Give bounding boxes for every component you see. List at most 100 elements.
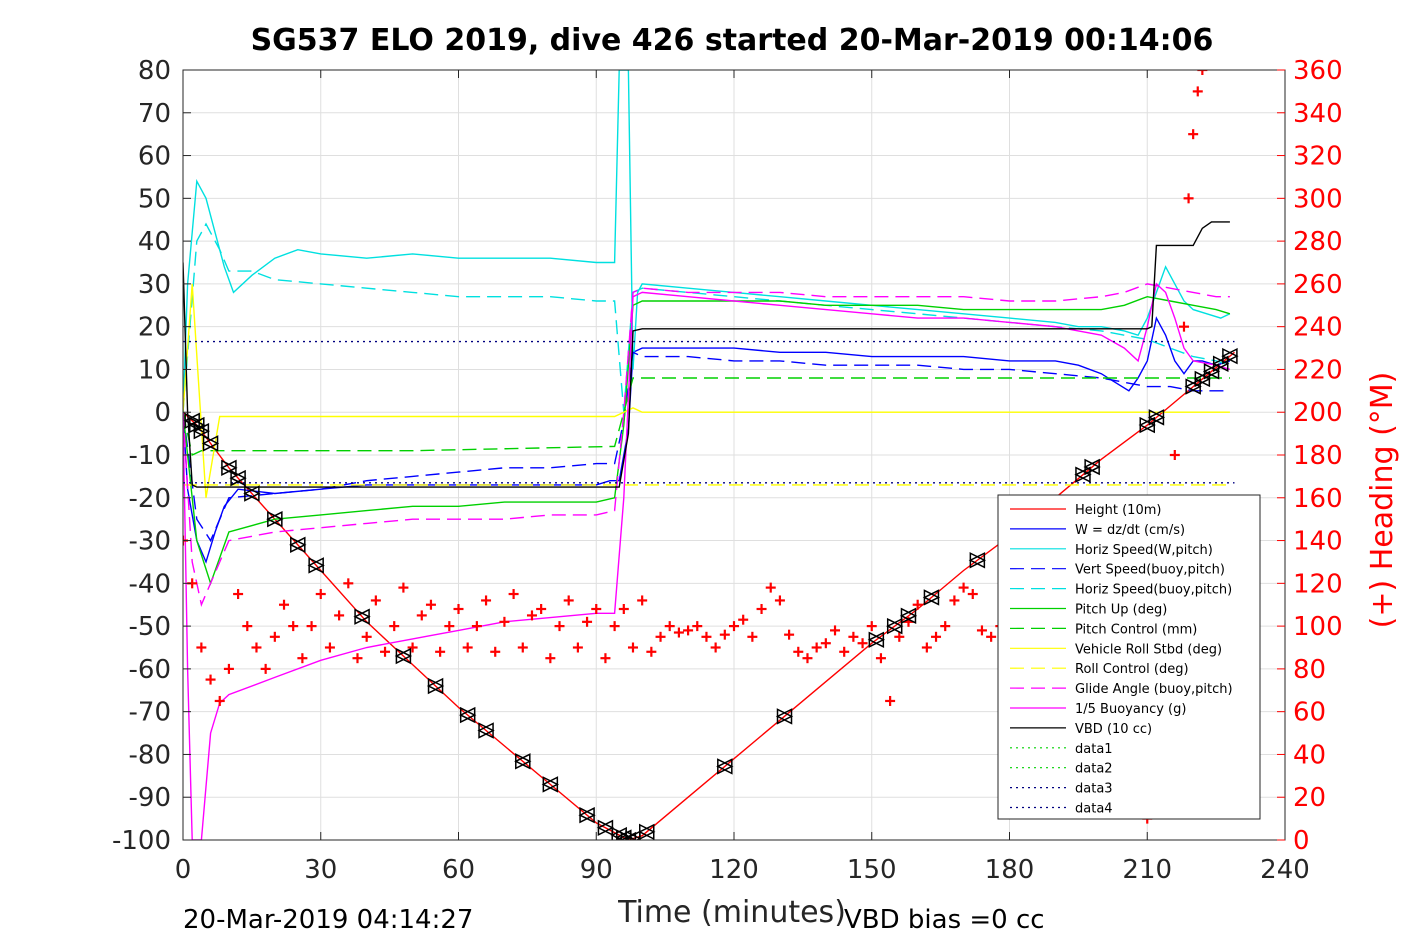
series-line-1-5-buoyancy-g bbox=[183, 282, 1231, 840]
yr-tick-label-0: 0 bbox=[1293, 826, 1310, 856]
heading-point-65 bbox=[774, 595, 785, 606]
heading-point-88 bbox=[986, 631, 997, 642]
heading-point-52 bbox=[655, 631, 666, 642]
heading-point-61 bbox=[738, 614, 749, 625]
triangle-marker-16 bbox=[541, 776, 560, 793]
yr-tick-label-16: 320 bbox=[1293, 142, 1343, 172]
x-tick-label-7: 210 bbox=[1122, 855, 1172, 885]
heading-point-41 bbox=[554, 621, 565, 632]
triangle-marker-23 bbox=[638, 823, 656, 840]
triangle-marker-4 bbox=[220, 459, 238, 477]
legend-label-14: data3 bbox=[1075, 782, 1113, 797]
heading-point-77 bbox=[885, 695, 896, 706]
yl-tick-label-16: 60 bbox=[138, 142, 171, 172]
x-tick-label-4: 120 bbox=[709, 855, 759, 885]
heading-point-32 bbox=[471, 621, 482, 632]
yl-tick-label-9: -10 bbox=[129, 441, 171, 471]
series-line-vbd-10-cc bbox=[183, 221, 1230, 488]
heading-point-19 bbox=[352, 653, 363, 664]
legend-label-0: Height (10m) bbox=[1075, 503, 1161, 518]
yl-tick-label-11: 10 bbox=[138, 355, 171, 385]
series-line-glide-angle-buoy-pitch bbox=[183, 283, 1230, 607]
footer-vbd-bias: VBD bias =0 cc bbox=[844, 905, 1045, 935]
yr-tick-label-12: 240 bbox=[1293, 313, 1343, 343]
x-tick-label-6: 180 bbox=[985, 855, 1035, 885]
heading-point-55 bbox=[683, 625, 694, 636]
yr-tick-label-14: 280 bbox=[1293, 227, 1343, 257]
heading-point-12 bbox=[288, 621, 299, 632]
yl-tick-label-1: -90 bbox=[129, 783, 171, 813]
heading-point-70 bbox=[820, 638, 831, 649]
x-tick-label-1: 30 bbox=[304, 855, 337, 885]
yl-tick-label-0: -100 bbox=[112, 826, 171, 856]
triangle-marker-3 bbox=[201, 435, 220, 452]
triangle-marker-24 bbox=[716, 758, 734, 775]
heading-point-72 bbox=[839, 646, 850, 657]
legend-entry-6: Pitch Control (mm) bbox=[1010, 622, 1197, 637]
yl-tick-label-10: 0 bbox=[154, 398, 171, 428]
heading-point-30 bbox=[453, 604, 464, 614]
legend-label-5: Pitch Up (deg) bbox=[1075, 603, 1167, 618]
triangle-marker-7 bbox=[266, 510, 284, 528]
heading-point-11 bbox=[279, 599, 290, 610]
triangle-marker-32 bbox=[1074, 466, 1092, 483]
yr-tick-label-5: 100 bbox=[1293, 612, 1343, 642]
legend-entry-14: data3 bbox=[1010, 782, 1113, 797]
legend: Height (10m) W = dz/dt (cm/s) Horiz Speed(… bbox=[997, 494, 1261, 820]
yl-tick-label-15: 50 bbox=[138, 184, 171, 214]
triangle-marker-28 bbox=[899, 607, 918, 625]
heading-point-44 bbox=[582, 616, 593, 627]
yl-tick-label-8: -20 bbox=[129, 484, 171, 514]
heading-point-85 bbox=[958, 582, 969, 593]
legend-label-10: 1/5 Buoyancy (g) bbox=[1075, 702, 1186, 717]
legend-entry-12: data1 bbox=[1010, 742, 1113, 757]
y-axis-right-label: (+) Heading (°M) bbox=[1365, 372, 1400, 629]
heading-point-37 bbox=[517, 642, 528, 653]
heading-point-14 bbox=[306, 621, 317, 632]
heading-point-18 bbox=[343, 578, 354, 589]
footer-timestamp: 20-Mar-2019 04:14:27 bbox=[183, 905, 473, 935]
triangle-marker-33 bbox=[1083, 458, 1101, 476]
yr-tick-label-6: 120 bbox=[1293, 569, 1343, 599]
heading-point-36 bbox=[508, 589, 519, 600]
heading-point-71 bbox=[830, 625, 841, 636]
yr-tick-label-13: 260 bbox=[1293, 270, 1343, 300]
heading-point-40 bbox=[545, 653, 556, 664]
heading-point-16 bbox=[324, 642, 335, 653]
triangle-marker-21 bbox=[619, 831, 638, 840]
triangle-marker-27 bbox=[886, 617, 904, 635]
y-axis-left-ticks: -100-90-80-70-60-50-40-30-20-10010203040… bbox=[112, 56, 191, 856]
legend-entry-13: data2 bbox=[1010, 762, 1113, 777]
heading-point-87 bbox=[976, 625, 987, 636]
legend-entry-8: Roll Control (deg) bbox=[1010, 662, 1189, 677]
heading-point-15 bbox=[315, 589, 326, 600]
heading-point-29 bbox=[444, 621, 455, 632]
triangle-marker-5 bbox=[229, 469, 247, 487]
heading-point-69 bbox=[811, 642, 822, 653]
heading-point-60 bbox=[729, 621, 739, 632]
yl-tick-label-18: 80 bbox=[138, 56, 171, 86]
heading-point-74 bbox=[857, 638, 868, 649]
legend-entry-10: 1/5 Buoyancy (g) bbox=[1010, 702, 1186, 717]
legend-entry-9: Glide Angle (buoy,pitch) bbox=[1010, 682, 1233, 697]
heading-point-10 bbox=[269, 631, 280, 642]
heading-point-76 bbox=[875, 653, 886, 664]
heading-point-81 bbox=[921, 642, 932, 653]
yr-tick-label-2: 40 bbox=[1293, 740, 1326, 770]
triangle-marker-13 bbox=[459, 706, 477, 724]
triangle-marker-15 bbox=[514, 753, 532, 770]
heading-point-98 bbox=[1192, 86, 1203, 97]
heading-point-51 bbox=[646, 646, 657, 657]
triangle-marker-36 bbox=[1184, 378, 1202, 395]
plot-area bbox=[183, 70, 1239, 840]
heading-point-39 bbox=[536, 604, 547, 614]
yl-tick-label-2: -80 bbox=[129, 740, 171, 770]
heading-point-9 bbox=[260, 663, 271, 674]
triangle-marker-layer bbox=[183, 347, 1239, 840]
heading-point-50 bbox=[637, 595, 648, 606]
yl-tick-label-12: 20 bbox=[138, 313, 171, 343]
heading-point-46 bbox=[600, 653, 611, 664]
heading-point-78 bbox=[894, 631, 905, 642]
heading-point-64 bbox=[765, 582, 776, 593]
heading-point-54 bbox=[673, 627, 684, 638]
